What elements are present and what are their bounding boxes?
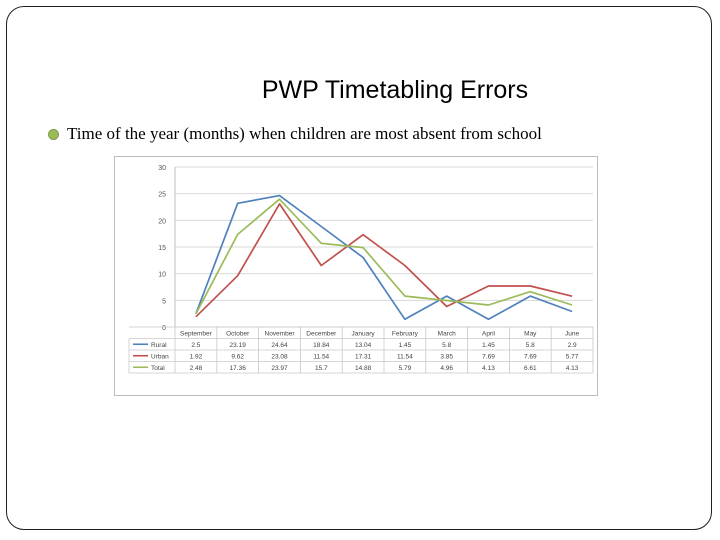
legend-label-rural: Rural: [151, 342, 167, 349]
data-label: 17.36: [230, 365, 247, 372]
data-label: 1.45: [399, 342, 412, 349]
y-tick-label: 30: [158, 165, 166, 172]
data-label: 7.69: [524, 354, 537, 361]
data-label: 17.31: [355, 354, 372, 361]
data-label: 3.85: [440, 354, 453, 361]
data-label: 5.77: [566, 354, 579, 361]
data-label: 9.62: [231, 354, 244, 361]
data-label: 1.92: [190, 354, 203, 361]
data-label: 23.08: [271, 354, 288, 361]
y-tick-label: 10: [158, 272, 166, 279]
data-label: 1.45: [482, 342, 495, 349]
data-label: 18.84: [313, 342, 330, 349]
chart-area: 0 5 10 15 20 25 30 September October November Dece…: [114, 156, 598, 396]
x-tick-label: January: [352, 331, 376, 338]
data-label: 11.54: [313, 354, 329, 361]
x-tick-label: March: [438, 331, 456, 338]
data-label: 2.5: [191, 342, 200, 349]
series-line-rural: [195, 194, 573, 321]
data-label: 2.9: [568, 342, 577, 349]
x-tick-label: May: [524, 331, 537, 338]
data-label: 4.13: [566, 365, 579, 372]
bullet-dot-icon: [48, 128, 59, 140]
bullet-text: Time of the year (months) when children …: [67, 124, 542, 143]
x-tick-label: April: [482, 331, 496, 338]
x-tick-label: September: [180, 331, 213, 338]
x-tick-label: November: [265, 331, 296, 338]
y-tick-label: 5: [162, 298, 166, 305]
bullet-item: Time of the year (months) when children …: [48, 124, 542, 144]
data-label: 5.8: [526, 342, 535, 349]
data-label: 4.96: [440, 365, 453, 372]
y-tick-label: 20: [158, 218, 166, 225]
data-label: 2.48: [190, 365, 203, 372]
series-line-urban: [195, 203, 573, 318]
data-label: 11.54: [397, 354, 413, 361]
y-tick-label: 0: [162, 325, 166, 332]
y-tick-label: 25: [158, 192, 166, 199]
legend-label-total: Total: [151, 365, 165, 372]
data-label: 24.64: [271, 342, 288, 349]
legend-label-urban: Urban: [151, 354, 169, 361]
x-tick-label: December: [306, 331, 337, 338]
data-label: 14.88: [355, 365, 372, 372]
x-tick-label: June: [565, 331, 579, 338]
slide-title: PWP Timetabling Errors: [261, 76, 529, 104]
data-label: 5.8: [442, 342, 451, 349]
x-tick-label: October: [226, 331, 250, 338]
y-tick-label: 15: [158, 245, 166, 252]
data-label: 6.61: [524, 365, 537, 372]
x-tick-label: February: [392, 331, 419, 338]
data-label: 7.69: [482, 354, 495, 361]
data-label: 5.79: [399, 365, 412, 372]
data-label: 15.7: [315, 365, 328, 372]
data-label: 13.04: [355, 342, 372, 349]
data-label: 23.97: [271, 365, 288, 372]
data-label: 4.13: [482, 365, 495, 372]
line-chart: 0 5 10 15 20 25 30 September October November Dece…: [128, 165, 594, 374]
data-label: 23.19: [230, 342, 247, 349]
series-line-total: [195, 198, 573, 315]
